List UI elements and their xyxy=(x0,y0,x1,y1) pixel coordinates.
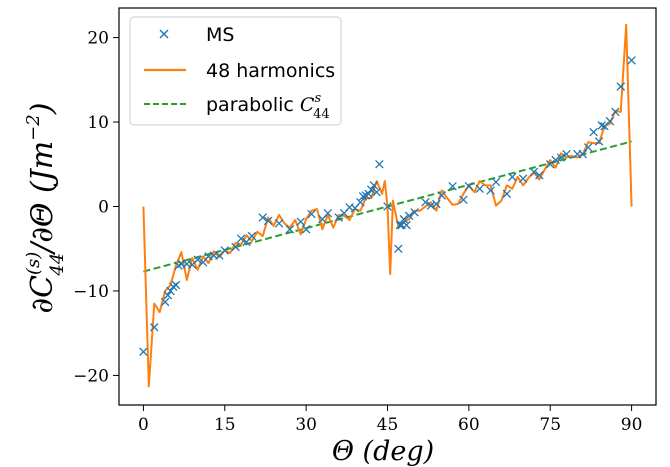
ms-point xyxy=(426,201,436,210)
y-axis-label-unit: Jm xyxy=(25,141,60,187)
ms-point xyxy=(491,177,501,187)
ms-point xyxy=(627,56,636,65)
ms-point xyxy=(375,160,384,169)
ms-point xyxy=(301,225,311,234)
ms-point xyxy=(394,244,403,253)
ms-point xyxy=(369,181,379,190)
x-axis-label-end: ) xyxy=(423,436,435,467)
x-tick-label: 90 xyxy=(621,415,643,435)
ms-point xyxy=(589,127,598,137)
x-tick-label: 75 xyxy=(539,415,561,435)
y-tick-label: 10 xyxy=(87,113,109,133)
ms-point xyxy=(323,208,333,218)
ms-point xyxy=(562,149,571,159)
ms-point xyxy=(372,187,381,197)
ms-point xyxy=(459,195,468,205)
ms-point xyxy=(263,216,273,226)
ms-point xyxy=(247,231,257,241)
ms-point xyxy=(171,280,181,290)
x-tick-label: 45 xyxy=(377,415,399,435)
y-axis-label-end: ) xyxy=(25,103,60,116)
ms-point xyxy=(551,155,560,165)
ms-point xyxy=(258,213,268,222)
ms-point xyxy=(616,82,626,91)
ms-point xyxy=(529,167,539,177)
ms-point xyxy=(410,208,419,217)
ms-point xyxy=(160,297,170,307)
ms-point xyxy=(356,198,365,207)
ms-point xyxy=(611,107,620,117)
y-axis-label-sup: (s) xyxy=(23,252,44,275)
ms-point xyxy=(358,192,368,201)
ms-point xyxy=(383,202,392,211)
legend-label-parabolic: parabolic Cs 44 xyxy=(206,91,330,122)
legend-marker-ms xyxy=(159,29,169,39)
ms-point xyxy=(475,184,484,194)
ms-point xyxy=(364,189,373,199)
ms-point xyxy=(597,121,607,130)
legend-label-ms: MS xyxy=(206,24,234,46)
ms-point xyxy=(421,198,430,207)
ms-point xyxy=(285,225,295,234)
x-tick-label: 60 xyxy=(458,415,480,435)
ms-point xyxy=(236,234,246,243)
ms-point xyxy=(404,211,414,221)
ms-point xyxy=(274,219,284,228)
ms-point xyxy=(307,209,316,219)
x-tick-label: 15 xyxy=(214,415,236,435)
data-layer xyxy=(139,23,636,388)
legend-box xyxy=(129,16,342,126)
ms-point xyxy=(193,255,202,264)
ms-point xyxy=(163,290,173,300)
ms-point xyxy=(399,214,409,224)
x-tick-label: 30 xyxy=(295,415,317,435)
ms-point xyxy=(605,116,615,126)
x-tick-label: 0 xyxy=(138,415,149,435)
ms-point xyxy=(518,174,528,183)
y-tick-label: 20 xyxy=(87,29,109,49)
y-tick-label: −10 xyxy=(73,282,109,302)
ms-point xyxy=(502,189,512,199)
series-ms-markers xyxy=(139,56,636,357)
axis-ticks: 0 15 30 45 60 75 90 −20 −10 0 10 20 xyxy=(73,29,642,435)
ms-point xyxy=(139,347,148,357)
ms-point xyxy=(149,323,159,332)
ms-point xyxy=(296,217,305,226)
ms-point xyxy=(594,137,604,146)
ms-point xyxy=(437,191,447,200)
y-axis-label-exp: −2 xyxy=(23,114,44,141)
ms-point xyxy=(464,181,474,191)
ms-point xyxy=(486,186,495,195)
y-axis-label-prefix: ∂C xyxy=(25,275,60,314)
ms-point xyxy=(583,143,593,152)
legend-label-harmonics: 48 harmonics xyxy=(206,60,335,82)
ms-point xyxy=(402,220,411,230)
ms-point xyxy=(220,246,230,255)
y-axis-label-mid: /∂Θ ( xyxy=(25,180,60,256)
ms-point xyxy=(578,149,588,159)
x-axis-label-main: Θ ( xyxy=(332,436,375,467)
ms-point xyxy=(395,220,405,230)
ms-point xyxy=(507,172,517,182)
ms-point xyxy=(231,242,240,252)
y-tick-label: 0 xyxy=(98,198,109,218)
y-axis-label: ∂C(s) 44/∂Θ (Jm−2) xyxy=(23,103,68,314)
ms-point xyxy=(535,170,544,180)
legend-label-parabolic-text: parabolic xyxy=(206,94,300,116)
y-axis-label-sub: 44 xyxy=(47,253,68,277)
ms-point xyxy=(334,213,343,222)
y-tick-label: −20 xyxy=(73,366,109,386)
x-axis-label: Θ (deg) xyxy=(332,436,434,467)
legend: MS 48 harmonics parabolic Cs 44 xyxy=(129,16,342,126)
ms-point xyxy=(432,199,441,209)
ms-point xyxy=(448,181,457,191)
legend-label-parabolic-sub: 44 xyxy=(313,107,330,122)
legend-label-parabolic-math: C xyxy=(300,94,315,116)
legend-label-parabolic-sup: s xyxy=(314,91,321,106)
ms-point xyxy=(366,185,376,194)
x-axis-label-unit: deg xyxy=(373,436,424,467)
ms-point xyxy=(545,160,555,169)
ms-point xyxy=(556,153,566,162)
